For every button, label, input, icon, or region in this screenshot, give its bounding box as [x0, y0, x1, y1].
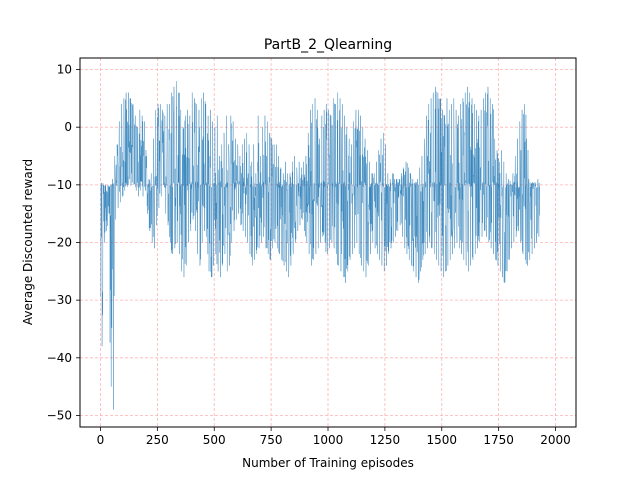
y-tick-label: −50: [47, 408, 72, 422]
y-tick-label: −30: [47, 293, 72, 307]
x-tick-label: 500: [203, 433, 226, 447]
x-tick-label: 1250: [370, 433, 401, 447]
reward-series-line: [100, 80, 540, 410]
y-tick-label: −20: [47, 236, 72, 250]
series-line: [100, 80, 540, 410]
y-tick-label: 0: [64, 120, 72, 134]
x-tick-label: 1750: [483, 433, 514, 447]
y-tick-label: 10: [57, 63, 72, 77]
x-tick-label: 2000: [540, 433, 571, 447]
y-axis-ticks: −50 −40 −30 −20 −10 0 10: [47, 63, 80, 422]
grid: [80, 58, 576, 427]
x-axis-label: Number of Training episodes: [242, 456, 414, 470]
y-tick-label: −10: [47, 178, 72, 192]
x-tick-label: 1000: [313, 433, 344, 447]
x-tick-label: 750: [260, 433, 283, 447]
y-tick-label: −40: [47, 351, 72, 365]
x-tick-label: 250: [146, 433, 169, 447]
y-axis-label: Average Discounted reward: [21, 159, 35, 325]
x-tick-label: 1500: [426, 433, 457, 447]
x-axis-ticks: 0 250 500 750 1000 1250 1500 1750 2000: [97, 427, 571, 447]
x-tick-label: 0: [97, 433, 105, 447]
chart-title: PartB_2_Qlearning: [264, 37, 392, 53]
